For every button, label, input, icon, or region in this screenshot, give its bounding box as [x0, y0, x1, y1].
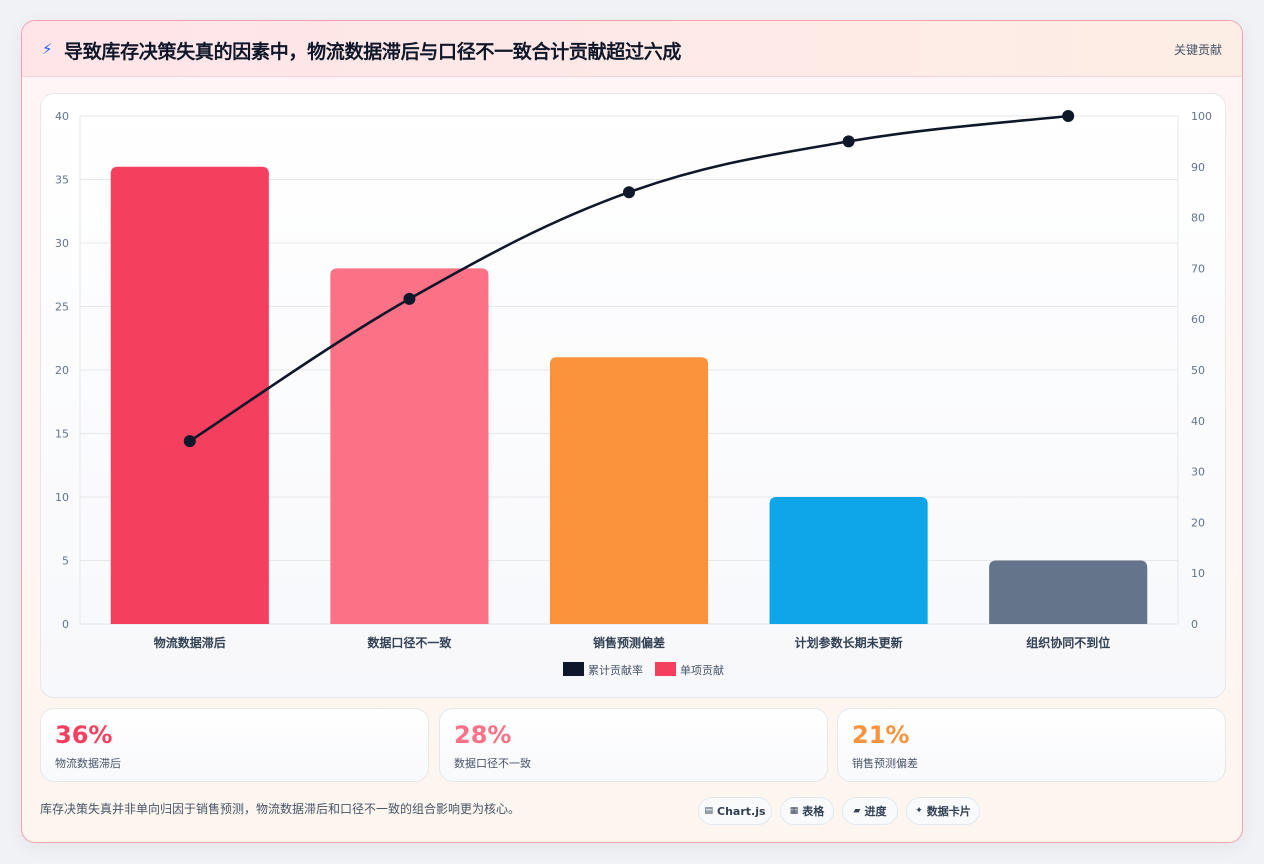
chip-label: Chart.js — [717, 804, 766, 818]
bar — [769, 497, 928, 624]
chip-table[interactable]: ▦ 表格 — [780, 797, 834, 825]
y-right-tick-label: 10 — [1191, 567, 1205, 580]
table-icon: ▦ — [789, 806, 799, 816]
card-title: 导致库存决策失真的因素中，物流数据滞后与口径不一致合计贡献超过六成 — [64, 41, 682, 63]
report-card: ⚡ 导致库存决策失真的因素中，物流数据滞后与口径不一致合计贡献超过六成 关键贡献… — [21, 20, 1243, 843]
x-tick-label: 销售预测偏差 — [593, 635, 665, 650]
y-right-tick-label: 100 — [1191, 110, 1212, 123]
stat-value: 21% — [852, 721, 910, 749]
x-tick-label: 物流数据滞后 — [154, 635, 226, 650]
y-left-tick-label: 35 — [55, 174, 69, 187]
y-right-tick-label: 60 — [1191, 313, 1205, 326]
legend-label: 单项贡献 — [680, 663, 724, 677]
y-left-tick-label: 40 — [55, 110, 69, 123]
y-right-tick-label: 0 — [1191, 618, 1198, 631]
chip-chartjs[interactable]: ▤ Chart.js — [698, 797, 772, 825]
stat-label: 物流数据滞后 — [55, 757, 121, 770]
y-left-tick-label: 25 — [55, 301, 69, 314]
y-right-tick-label: 80 — [1191, 212, 1205, 225]
bar-chart-icon: ▤ — [704, 806, 713, 816]
stat-value: 28% — [454, 721, 512, 749]
legend-swatch — [563, 662, 584, 676]
y-right-tick-label: 50 — [1191, 364, 1205, 377]
chip-progress[interactable]: ▰ 进度 — [842, 797, 898, 825]
y-right-tick-label: 90 — [1191, 161, 1205, 174]
cumulative-point — [842, 135, 855, 148]
stat-label: 数据口径不一致 — [454, 757, 531, 770]
y-left-tick-label: 15 — [55, 428, 69, 441]
y-right-tick-label: 70 — [1191, 262, 1205, 275]
y-left-tick-label: 30 — [55, 237, 69, 250]
cumulative-point — [183, 435, 196, 448]
cumulative-point — [623, 186, 635, 199]
progress-icon: ▰ — [853, 806, 861, 816]
chip-label: 进度 — [864, 805, 887, 818]
bar — [549, 357, 709, 624]
y-right-tick-label: 30 — [1191, 466, 1205, 479]
cumulative-point — [403, 292, 416, 305]
y-right-tick-label: 20 — [1191, 516, 1205, 529]
bar — [989, 560, 1148, 624]
bolt-icon: ⚡ — [42, 40, 53, 58]
legend-swatch — [655, 662, 676, 676]
sparkle-icon: ✦ — [915, 806, 923, 816]
chart-panel: 0 5 10 15 20 25 30 35 40 0 10 20 30 40 50 60 70 80 90 100 物流… — [40, 93, 1226, 698]
footer-note: 库存决策失真并非单向归因于销售预测，物流数据滞后和口径不一致的组合影响更为核心。 — [40, 802, 521, 816]
y-right-tick-label: 40 — [1191, 415, 1205, 428]
bar — [110, 166, 269, 625]
stat-value: 36% — [55, 721, 113, 749]
x-tick-label: 组织协同不到位 — [1026, 635, 1110, 650]
stat-card-1: 36% 物流数据滞后 — [40, 708, 429, 782]
pareto-chart: 0 5 10 15 20 25 30 35 40 0 10 20 30 40 50 60 70 80 90 100 物流… — [55, 110, 1212, 677]
x-tick-label: 计划参数长期未更新 — [795, 635, 903, 650]
bar — [330, 268, 489, 624]
legend-label: 累计贡献率 — [588, 663, 643, 677]
cumulative-point — [1062, 110, 1075, 122]
y-left-tick-label: 20 — [55, 364, 69, 377]
chip-datacard[interactable]: ✦ 数据卡片 — [906, 797, 980, 825]
card-header: ⚡ 导致库存决策失真的因素中，物流数据滞后与口径不一致合计贡献超过六成 关键贡献 — [22, 21, 1242, 77]
stat-card-2: 28% 数据口径不一致 — [439, 708, 828, 782]
y-left-tick-label: 0 — [62, 618, 69, 631]
stat-card-3: 21% 销售预测偏差 — [837, 708, 1226, 782]
x-tick-label: 数据口径不一致 — [367, 635, 452, 650]
y-left-tick-label: 5 — [62, 555, 69, 568]
chip-label: 数据卡片 — [926, 805, 971, 818]
chip-label: 表格 — [802, 805, 825, 818]
stat-label: 销售预测偏差 — [852, 757, 918, 770]
y-left-tick-label: 10 — [55, 491, 69, 504]
key-contribution-tag: 关键贡献 — [1173, 43, 1222, 57]
